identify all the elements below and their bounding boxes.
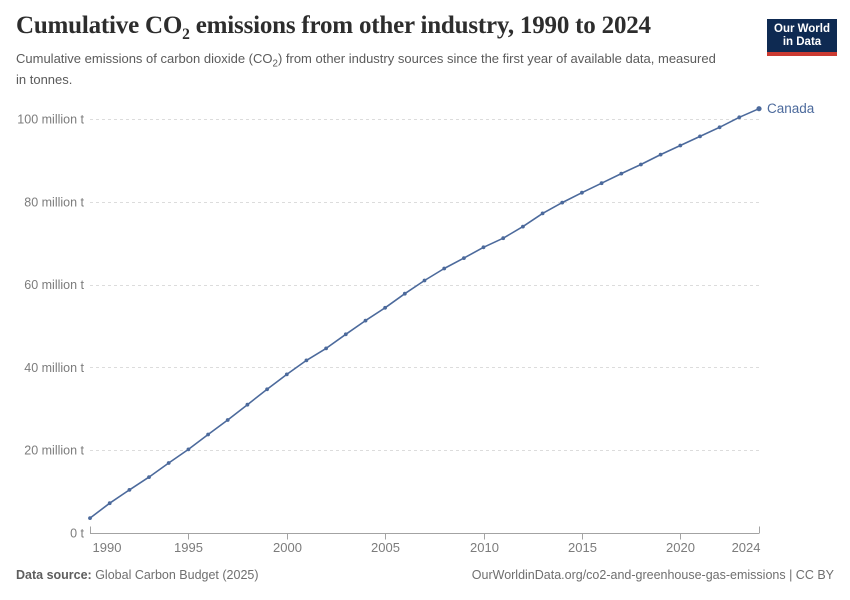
data-point[interactable]	[422, 278, 427, 283]
data-point[interactable]	[717, 125, 722, 130]
data-source-label: Data source:	[16, 568, 92, 582]
data-point[interactable]	[245, 402, 250, 407]
x-axis-tick-label: 2015	[568, 540, 597, 555]
chart-title: Cumulative CO2 emissions from other indu…	[16, 10, 651, 44]
x-axis-tick-label: 2010	[470, 540, 499, 555]
data-point[interactable]	[147, 475, 151, 479]
data-point[interactable]	[521, 224, 525, 229]
data-point[interactable]	[402, 291, 407, 296]
data-point[interactable]	[639, 162, 643, 167]
chart-title-text: Cumulative CO	[16, 12, 183, 39]
data-point[interactable]	[88, 516, 92, 520]
data-point[interactable]	[206, 432, 211, 437]
data-point[interactable]	[304, 358, 309, 363]
data-point[interactable]	[756, 106, 762, 112]
data-point[interactable]	[501, 236, 506, 241]
chart-title-subscript: 2	[182, 26, 190, 43]
x-axis-tick-label: 1990	[93, 540, 122, 555]
data-point[interactable]	[560, 200, 565, 205]
y-axis-tick-label: 40 million t	[24, 361, 84, 375]
x-axis-tick-label: 2024	[732, 540, 761, 555]
chart-subtitle: Cumulative emissions of carbon dioxide (…	[16, 50, 716, 90]
owid-logo[interactable]: Our World in Data	[767, 19, 837, 57]
x-axis-tick-label: 2020	[666, 540, 695, 555]
chart-subtitle-suffix: ) from other industry sources since the …	[16, 51, 716, 88]
data-point[interactable]	[107, 501, 112, 506]
data-point[interactable]	[698, 134, 702, 139]
x-axis-tick-label: 2000	[273, 540, 302, 555]
y-axis-tick-label: 0 t	[70, 527, 84, 541]
data-point[interactable]	[166, 461, 171, 465]
data-point[interactable]	[225, 418, 230, 422]
chart-subtitle-subscript: 2	[272, 58, 278, 70]
data-point[interactable]	[127, 488, 132, 492]
x-axis-tick-label: 2005	[371, 540, 400, 555]
data-source: Data source: Global Carbon Budget (2025)	[16, 568, 259, 583]
data-point[interactable]	[324, 346, 328, 351]
y-axis-tick-label: 20 million t	[24, 444, 84, 458]
owid-logo-line1: Our World	[774, 23, 831, 35]
data-point[interactable]	[481, 245, 486, 250]
data-point[interactable]	[383, 305, 387, 310]
data-point[interactable]	[284, 372, 289, 377]
y-axis-tick-label: 60 million t	[24, 278, 84, 292]
data-point[interactable]	[186, 447, 191, 452]
data-point[interactable]	[540, 211, 545, 216]
data-point[interactable]	[658, 152, 663, 157]
series-end-label[interactable]: Canada	[767, 101, 815, 116]
data-point[interactable]	[442, 266, 447, 271]
chart-footer: Data source: Global Carbon Budget (2025)…	[16, 568, 834, 583]
data-point[interactable]	[343, 332, 348, 337]
data-point[interactable]	[580, 190, 584, 195]
chart-title-suffix: emissions from other industry, 1990 to 2…	[189, 12, 651, 39]
data-line-canada[interactable]	[89, 107, 760, 519]
data-point[interactable]	[363, 318, 368, 323]
data-point[interactable]	[737, 115, 742, 120]
y-axis-tick-label: 80 million t	[24, 195, 84, 209]
data-point[interactable]	[462, 256, 466, 260]
data-source-value: Global Carbon Budget (2025)	[91, 568, 259, 582]
chart-subtitle-text: Cumulative emissions of carbon dioxide (…	[16, 51, 273, 66]
data-point[interactable]	[619, 171, 624, 176]
owid-logo-line2: in Data	[782, 36, 822, 49]
y-axis-tick-label: 100 million t	[17, 113, 84, 127]
license-link[interactable]: OurWorldinData.org/co2-and-greenhouse-ga…	[471, 568, 834, 582]
data-point[interactable]	[265, 387, 269, 392]
data-point[interactable]	[599, 181, 604, 186]
x-axis-tick-label: 1995	[174, 540, 203, 555]
data-point[interactable]	[678, 143, 683, 148]
